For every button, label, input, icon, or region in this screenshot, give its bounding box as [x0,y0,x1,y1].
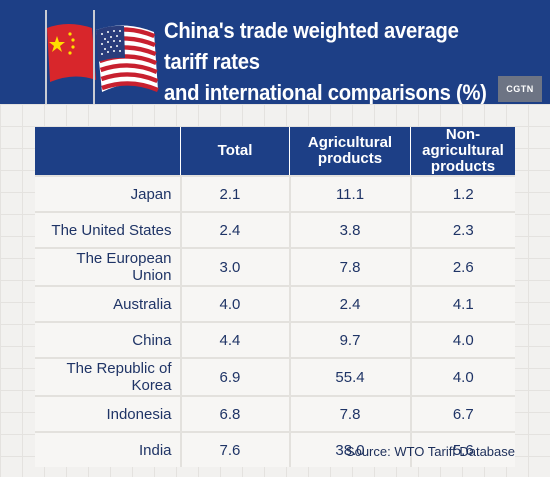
non-agricultural-cell: 5.6 [409,431,515,467]
agricultural-cell: 2.4 [288,285,411,322]
china-flag-icon [45,10,96,104]
header-non-agricultural: Non-agricultural products [410,127,515,176]
non-agricultural-cell: 4.1 [409,285,515,322]
agricultural-cell: 3.8 [288,211,411,248]
table-row: China 4.4 9.7 4.0 [35,321,515,358]
total-cell: 6.9 [179,357,290,396]
country-cell: The Republic of Korea [35,357,181,396]
title-line-1: China's trade weighted average tariff ra… [164,18,459,74]
country-cell: The European Union [35,247,181,286]
cgtn-logo: CGTN [498,76,542,102]
header-total: Total [180,127,290,176]
table-row: India 7.6 38.0 5.6 [35,431,515,467]
table-row: The Republic of Korea 6.9 55.4 4.0 [35,357,515,396]
country-cell: The United States [35,211,181,248]
total-cell: 4.0 [179,285,290,322]
table-row: Indonesia 6.8 7.8 6.7 [35,395,515,432]
table-header-row: Total Agricultural products Non-agricult… [35,127,515,176]
table-row: Australia 4.0 2.4 4.1 [35,285,515,322]
non-agricultural-cell: 2.6 [409,247,515,286]
page-title: China's trade weighted average tariff ra… [164,15,504,104]
non-agricultural-cell: 2.3 [409,211,515,248]
country-cell: Australia [35,285,181,322]
agricultural-cell: 7.8 [288,395,411,432]
total-cell: 2.1 [179,175,290,212]
header-country [35,127,181,176]
total-cell: 3.0 [179,247,290,286]
title-line-2: and international comparisons (%) [164,80,487,104]
agricultural-cell: 9.7 [288,321,411,358]
country-cell: Japan [35,175,181,212]
non-agricultural-cell: 4.0 [409,321,515,358]
header-banner: China's trade weighted average tariff ra… [0,0,550,104]
flags-illustration [45,10,159,104]
source-note: Source: WTO Tariff Database [345,444,515,459]
total-cell: 4.4 [179,321,290,358]
table-row: The European Union 3.0 7.8 2.6 [35,247,515,286]
agricultural-cell: 11.1 [288,175,411,212]
non-agricultural-cell: 6.7 [409,395,515,432]
country-cell: Indonesia [35,395,181,432]
non-agricultural-cell: 1.2 [409,175,515,212]
agricultural-cell: 38.0 [288,431,411,467]
agricultural-cell: 7.8 [288,247,411,286]
table-row: The United States 2.4 3.8 2.3 [35,211,515,248]
non-agricultural-cell: 4.0 [409,357,515,396]
country-cell: China [35,321,181,358]
tariff-table: Total Agricultural products Non-agricult… [35,127,515,467]
us-flag-icon [93,10,159,104]
header-agricultural: Agricultural products [289,127,411,176]
country-cell: India [35,431,181,467]
total-cell: 6.8 [179,395,290,432]
table-row: Japan 2.1 11.1 1.2 [35,175,515,212]
total-cell: 2.4 [179,211,290,248]
total-cell: 7.6 [179,431,290,467]
agricultural-cell: 55.4 [288,357,411,396]
